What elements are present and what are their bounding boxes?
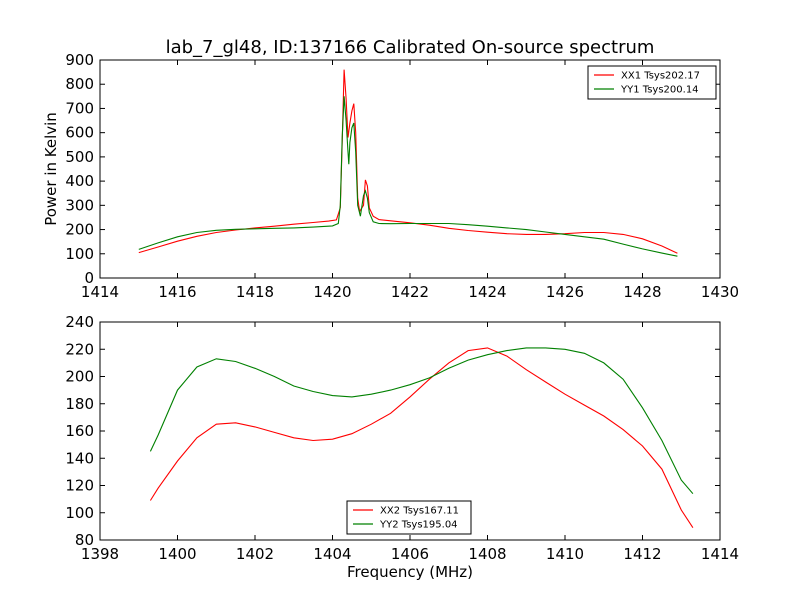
x-tick-label: 1408	[468, 545, 506, 563]
y-tick-label: 200	[65, 368, 94, 386]
series-line-2	[138, 96, 678, 257]
chart-1: lab_7_gl48, ID:137166 Calibrated On-sour…	[42, 37, 739, 301]
legend-label: YY2 Tsys195.04	[379, 520, 458, 531]
x-tick-label: 1412	[623, 545, 661, 563]
y-tick-label: 120	[65, 477, 94, 495]
legend-box	[346, 500, 472, 535]
legend-box	[587, 65, 717, 100]
x-tick-label: 1422	[391, 283, 429, 301]
x-tick-label: 1424	[468, 283, 506, 301]
y-axis-label: Power in Kelvin	[42, 112, 60, 226]
legend: XX2 Tsys167.11 YY2 Tsys195.04	[346, 500, 472, 535]
y-tick-label: 0	[84, 269, 94, 287]
x-tick-label: 1418	[236, 283, 274, 301]
x-axis-label: Frequency (MHz)	[347, 563, 473, 581]
y-tick-label: 140	[65, 449, 94, 467]
y-tick-label: 100	[65, 504, 94, 522]
x-tick-label: 1402	[236, 545, 274, 563]
y-tick-label: 180	[65, 395, 94, 413]
legend-label: XX1 Tsys202.17	[621, 71, 700, 82]
chart-title: lab_7_gl48, ID:137166 Calibrated On-sour…	[166, 37, 655, 58]
x-tick-label: 1400	[158, 545, 196, 563]
y-tick-label: 80	[75, 531, 94, 549]
y-tick-label: 300	[65, 196, 94, 214]
y-tick-label: 400	[65, 172, 94, 190]
legend: XX1 Tsys202.17 YY1 Tsys200.14	[587, 65, 717, 100]
x-tick-label: 1404	[313, 545, 351, 563]
y-tick-label: 160	[65, 422, 94, 440]
chart-2: 1398 1400 1402 1404 1406 1408 1410 1412 1414 80 10…	[65, 313, 739, 581]
y-tick-label: 500	[65, 148, 94, 166]
x-tick-label: 1416	[158, 283, 196, 301]
y-tick-label: 700	[65, 99, 94, 117]
legend-label: YY1 Tsys200.14	[620, 85, 699, 96]
y-tick-label: 240	[65, 313, 94, 331]
x-tick-label: 1414	[701, 545, 739, 563]
y-tick-label: 600	[65, 124, 94, 142]
x-tick-label: 1426	[546, 283, 584, 301]
x-tick-label: 1420	[313, 283, 351, 301]
x-tick-label: 1414	[81, 283, 119, 301]
x-tick-label: 1398	[81, 545, 119, 563]
series-line-2	[149, 347, 694, 495]
y-tick-label: 800	[65, 75, 94, 93]
x-tick-label: 1430	[701, 283, 739, 301]
y-tick-label: 100	[65, 245, 94, 263]
y-tick-label: 200	[65, 221, 94, 239]
legend-label: XX2 Tsys167.11	[380, 506, 459, 517]
y-tick-label: 900	[65, 51, 94, 69]
series-line-1	[149, 347, 694, 529]
x-tick-label: 1406	[391, 545, 429, 563]
x-tick-label: 1428	[623, 283, 661, 301]
x-tick-label: 1410	[546, 545, 584, 563]
y-tick-label: 220	[65, 340, 94, 358]
